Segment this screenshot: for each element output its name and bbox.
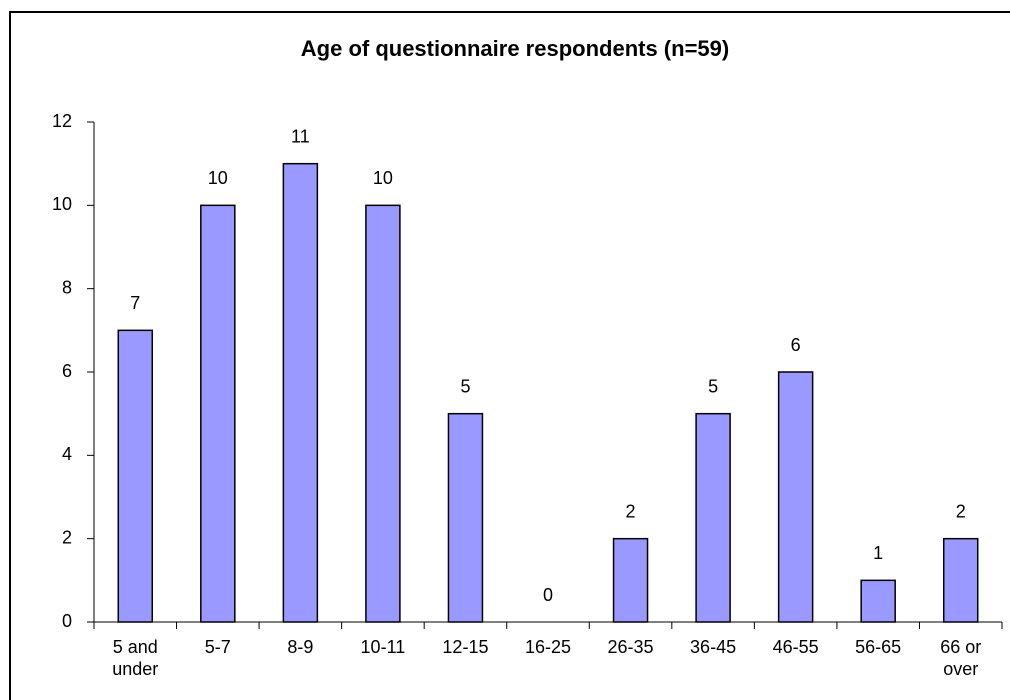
data-label: 2 (956, 501, 966, 521)
bar (695, 412, 731, 623)
x-tick-label: 5-7 (204, 637, 231, 657)
y-tick-label: 4 (62, 444, 72, 464)
bar (860, 579, 896, 623)
x-tick-label: 26-35 (607, 637, 654, 657)
chart-frame (9, 11, 1010, 700)
bar (117, 329, 154, 623)
bar (612, 537, 649, 623)
x-tick-label: 56-65 (855, 637, 902, 657)
y-tick-label: 0 (62, 611, 72, 631)
data-label: 11 (291, 126, 310, 146)
x-tick-label: 12-15 (442, 637, 489, 657)
data-label: 6 (791, 335, 801, 355)
data-label: 2 (626, 501, 636, 521)
x-tick-label: 8-9 (287, 637, 314, 657)
y-tick-label: 10 (52, 194, 72, 214)
data-label: 5 (708, 376, 718, 396)
y-tick-label: 2 (62, 527, 72, 547)
bar (365, 204, 401, 623)
bar (282, 162, 319, 623)
bar (777, 371, 814, 623)
y-tick-label: 6 (62, 361, 72, 381)
x-tick-label: 46-55 (772, 637, 819, 657)
data-label: 10 (373, 168, 393, 188)
data-label: 7 (130, 293, 140, 313)
x-tick-label: 5 and under (112, 637, 159, 679)
x-tick-label: 16-25 (524, 637, 572, 657)
chart-title: Age of questionnaire respondents (n=59) (301, 36, 729, 61)
y-tick-label: 12 (52, 111, 72, 131)
x-tick-label: 10-11 (360, 637, 406, 657)
data-label: 1 (873, 543, 883, 563)
x-tick-label: 36-45 (690, 637, 737, 657)
y-tick-label: 8 (62, 277, 72, 297)
data-label: 5 (460, 376, 470, 396)
data-label: 10 (208, 168, 228, 188)
bar (447, 412, 484, 623)
x-tick-label: 66 or over (940, 637, 982, 679)
bar (942, 537, 979, 623)
bar (200, 204, 236, 623)
data-label: 0 (543, 585, 553, 605)
